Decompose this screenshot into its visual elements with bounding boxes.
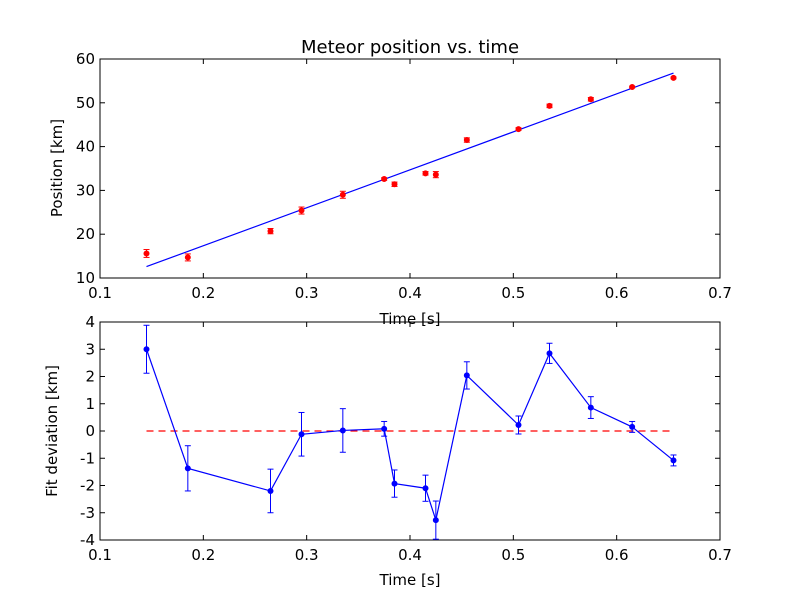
y-tick-label: 4	[85, 313, 95, 331]
data-point	[381, 425, 388, 432]
x-tick-label: 0.4	[398, 546, 422, 564]
fit-line	[146, 72, 674, 268]
data-point	[432, 517, 439, 524]
data-point	[629, 84, 636, 91]
x-axis-label: Time [s]	[379, 310, 441, 328]
chart-title: Meteor position vs. time	[301, 37, 519, 58]
x-tick-label: 0.5	[501, 284, 525, 302]
data-point	[587, 96, 594, 103]
data-point	[463, 137, 470, 144]
x-tick-label: 0.5	[501, 546, 525, 564]
position-plot-area: 0.1 0.2 0.3 0.4 0.5 0.6 0.7 10 20 30 40 50 60	[76, 50, 732, 302]
data-point	[422, 485, 429, 492]
data-point	[298, 431, 305, 438]
x-tick-label: 0.2	[191, 284, 215, 302]
y-tick-label: -3	[80, 504, 95, 522]
data-point	[515, 126, 522, 133]
data-point	[143, 346, 150, 353]
data-point	[432, 171, 439, 178]
data-point	[546, 102, 553, 109]
deviation-chart: Time [s] Fit deviation [km] 0.1 0.2 0.3 0.4…	[43, 313, 732, 589]
position-chart: Meteor position vs. time Time [s] Positi…	[48, 37, 732, 328]
x-tick-label: 0.4	[398, 284, 422, 302]
x-tick-label: 0.1	[88, 284, 112, 302]
data-point	[422, 170, 429, 177]
data-point	[670, 74, 677, 81]
y-tick-label: 60	[76, 50, 95, 68]
data-point	[339, 427, 346, 434]
x-tick-label: 0.2	[191, 546, 215, 564]
data-point	[184, 254, 191, 261]
x-tick-label: 0.7	[708, 284, 732, 302]
data-point	[629, 423, 636, 430]
x-tick-label: 0.3	[295, 546, 319, 564]
y-tick-label: 50	[76, 94, 95, 112]
y-axis-label: Position [km]	[48, 119, 66, 217]
y-tick-label: -4	[80, 531, 95, 549]
y-tick-label: 1	[85, 395, 95, 413]
x-tick-label: 0.6	[605, 284, 629, 302]
x-axis-label: Time [s]	[379, 571, 441, 589]
data-point	[670, 457, 677, 464]
data-point	[267, 228, 274, 235]
x-tick-label: 0.7	[708, 546, 732, 564]
data-point	[515, 422, 522, 429]
y-tick-label: 2	[85, 368, 95, 386]
x-tick-label: 0.6	[605, 546, 629, 564]
y-tick-label: 20	[76, 225, 95, 243]
data-point	[184, 465, 191, 472]
y-tick-label: -2	[80, 477, 95, 495]
x-tick-label: 0.3	[295, 284, 319, 302]
y-tick-label: 10	[76, 269, 95, 287]
x-tick-label: 0.1	[88, 546, 112, 564]
data-point	[546, 350, 553, 357]
y-tick-label: 3	[85, 340, 95, 358]
data-point	[391, 480, 398, 487]
y-axis-label: Fit deviation [km]	[43, 365, 61, 497]
data-point	[339, 191, 346, 198]
y-tick-label: 40	[76, 138, 95, 156]
data-point	[143, 250, 150, 257]
y-tick-label: 0	[85, 422, 95, 440]
y-tick-label: 30	[76, 181, 95, 199]
data-point	[587, 404, 594, 411]
data-point	[298, 207, 305, 214]
data-point	[463, 372, 470, 379]
data-point	[391, 181, 398, 188]
data-point	[267, 487, 274, 494]
y-tick-label: -1	[80, 449, 95, 467]
data-point	[381, 176, 388, 183]
deviation-plot-area: 0.1 0.2 0.3 0.4 0.5 0.6 0.7 -4 -3 -2 -1 0 1 2 3 4	[80, 313, 732, 564]
